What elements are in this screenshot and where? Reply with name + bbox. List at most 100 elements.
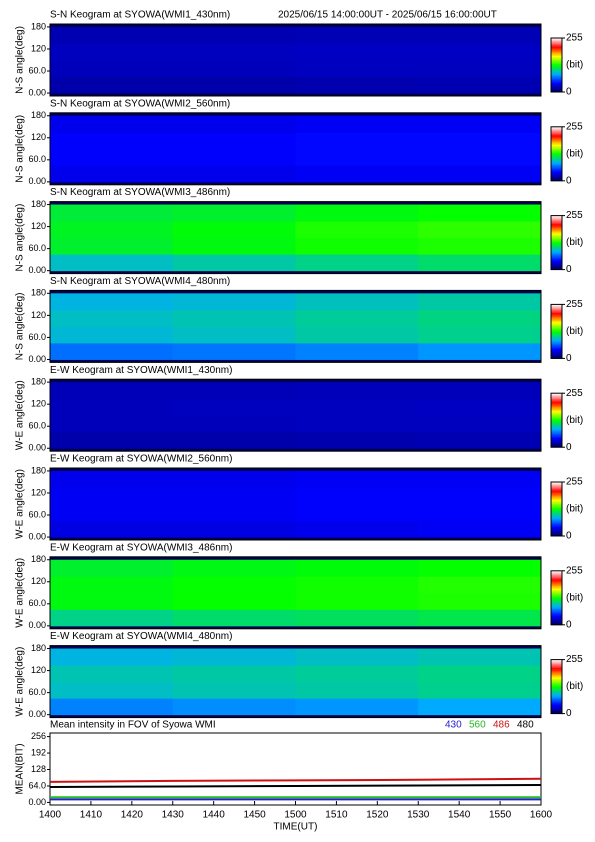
heat-cell	[418, 326, 542, 344]
colorbar-stripe	[551, 704, 562, 706]
x-tick-label: 1440	[203, 810, 226, 821]
colorbar-stripe	[551, 59, 562, 62]
colorbar-stripe	[551, 507, 562, 510]
heat-cell	[418, 43, 542, 61]
heat-cell	[172, 382, 296, 400]
heat-cell	[50, 504, 174, 522]
colorbar-stripe	[551, 338, 562, 340]
colorbar-stripe	[551, 130, 562, 133]
heat-cell	[172, 76, 296, 94]
heat-cell	[172, 237, 296, 255]
colorbar-stripe	[551, 163, 562, 165]
heat-cell	[295, 165, 419, 183]
plot-frame	[49, 23, 542, 97]
y-tick-label: 180	[31, 110, 46, 120]
y-axis-label: W-E angle(deg)	[15, 380, 26, 450]
colorbar-stripe	[551, 685, 562, 687]
colorbar-stripe	[551, 708, 562, 710]
y-tick-label: 60.0	[28, 687, 46, 697]
heat-cell	[418, 520, 542, 538]
colorbar-stripe	[551, 522, 562, 525]
heat-cell	[172, 342, 296, 360]
colorbar-stripe	[551, 75, 562, 78]
colorbar-stripe	[551, 511, 562, 514]
y-tick-label: 60.0	[28, 243, 46, 253]
colorbar-stripe	[551, 51, 562, 54]
colorbar-stripe	[551, 176, 562, 179]
colorbar-stripe	[551, 241, 562, 243]
colorbar-stripe	[551, 321, 562, 324]
colorbar-stripe	[551, 706, 562, 709]
heat-cell	[50, 681, 174, 699]
colorbar-stripe	[551, 73, 562, 75]
colorbar-stripe	[551, 605, 562, 608]
colorbar-stripe	[551, 697, 562, 700]
heat-cell	[50, 293, 174, 311]
colorbar-stripe	[551, 490, 562, 492]
y-tick-label: 60.0	[28, 154, 46, 164]
colorbar-stripe	[551, 675, 562, 678]
panel-title: S-N Keogram at SYOWA(WMI1_430nm)	[50, 10, 230, 21]
heat-cell	[295, 520, 419, 538]
colorbar-stripe	[551, 156, 562, 159]
heat-cell	[295, 609, 419, 627]
legend-entry: 430	[445, 720, 462, 731]
y-tick-label: 60.0	[28, 509, 46, 519]
colorbar-stripe	[551, 66, 562, 69]
heat-cell	[172, 309, 296, 327]
colorbar-stripe	[551, 355, 562, 358]
colorbar-stripe	[551, 667, 562, 670]
colorbar-stripe	[551, 395, 562, 398]
heat-cell	[295, 342, 419, 360]
colorbar-stripe	[551, 89, 562, 92]
heat-cell	[172, 132, 296, 150]
heat-cell	[50, 221, 174, 239]
colorbar-tick-label: 0	[566, 353, 572, 364]
colorbar-tick-label: 255	[566, 210, 583, 221]
colorbar-stripe	[551, 611, 562, 614]
colorbar-stripe	[551, 677, 562, 679]
colorbar-stripe	[551, 126, 562, 129]
colorbar-stripe	[551, 128, 562, 130]
heat-cell	[172, 487, 296, 505]
colorbar-tick-label: 255	[566, 565, 583, 576]
colorbar-stripe	[551, 659, 562, 662]
colorbar-stripe	[551, 260, 562, 262]
colorbar-stripe	[551, 336, 562, 339]
colorbar-stripe	[551, 223, 562, 226]
legend-entry: 486	[493, 720, 510, 731]
colorbar-stripe	[551, 426, 562, 429]
y-axis-label: N-S angle(deg)	[15, 292, 26, 360]
heat-cell	[50, 520, 174, 538]
colorbar-stripe	[551, 709, 562, 712]
heat-cell	[418, 254, 542, 272]
colorbar-stripe	[551, 149, 562, 152]
heat-cell	[295, 470, 419, 488]
colorbar-stripe	[551, 170, 562, 172]
colorbar-stripe	[551, 663, 562, 666]
heat-cell	[295, 293, 419, 311]
colorbar-stripe	[551, 266, 562, 269]
colorbar-stripe	[551, 527, 562, 530]
colorbar-stripe	[551, 486, 562, 488]
heat-cell	[418, 60, 542, 78]
colorbar-stripe	[551, 671, 562, 674]
y-tick-label: 0.00	[28, 709, 46, 719]
heat-cell	[50, 254, 174, 272]
colorbar-stripe	[551, 589, 562, 592]
colorbar-stripe	[551, 622, 562, 624]
colorbar-stripe	[551, 229, 562, 231]
colorbar-stripe	[551, 225, 562, 227]
heat-cell	[50, 698, 174, 716]
colorbar-stripe	[551, 218, 562, 221]
colorbar-stripe	[551, 693, 562, 696]
colorbar-stripe	[551, 81, 562, 83]
colorbar-label: (bit)	[566, 237, 583, 248]
heat-cell	[418, 165, 542, 183]
heat-cell	[172, 148, 296, 166]
colorbar-stripe	[551, 398, 562, 401]
colorbar-stripe	[551, 488, 562, 491]
heat-cell	[50, 415, 174, 433]
heat-cell	[295, 132, 419, 150]
panel-title: E-W Keogram at SYOWA(WMI1_430nm)	[50, 365, 232, 376]
